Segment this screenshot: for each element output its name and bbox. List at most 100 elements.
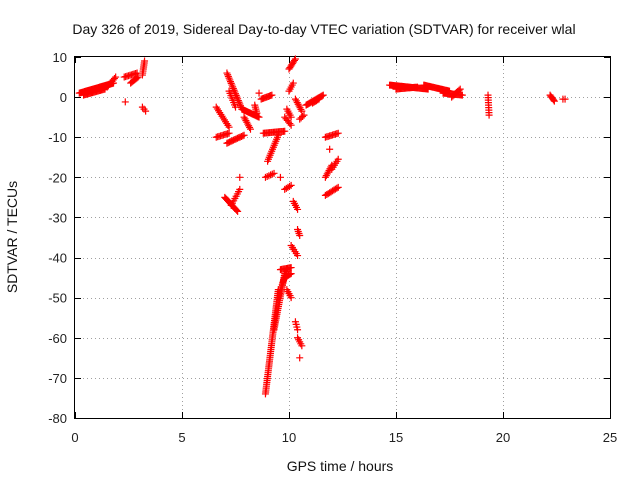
grid — [75, 57, 610, 418]
data-point — [294, 252, 302, 260]
data-point — [230, 86, 238, 94]
data-point — [265, 172, 273, 180]
data-point — [112, 73, 120, 81]
data-point — [225, 129, 233, 137]
data-point — [334, 183, 342, 191]
data-point — [234, 95, 242, 103]
data-point — [274, 131, 282, 139]
x-tick-label: 25 — [603, 430, 617, 445]
data-point — [133, 74, 141, 82]
data-points — [75, 55, 569, 398]
data-point — [300, 111, 308, 119]
data-point — [228, 81, 236, 89]
data-point — [294, 326, 302, 334]
y-tick-label: -50 — [48, 291, 67, 306]
data-point — [223, 69, 231, 77]
data-point — [232, 103, 239, 111]
data-point — [286, 182, 294, 190]
data-point — [268, 91, 276, 99]
data-point — [298, 107, 306, 115]
y-tick-label: 10 — [53, 50, 67, 65]
x-tick-label: 10 — [282, 430, 296, 445]
data-point — [291, 55, 299, 63]
data-point — [233, 206, 241, 214]
x-tick-label: 15 — [389, 430, 403, 445]
data-point — [253, 109, 261, 117]
data-point — [141, 57, 149, 65]
data-point — [287, 264, 295, 272]
data-point — [458, 91, 466, 99]
data-point — [287, 121, 295, 129]
y-tick-label: -80 — [48, 411, 67, 426]
data-point — [236, 102, 244, 110]
x-axis-title: GPS time / hours — [287, 458, 394, 474]
data-point — [283, 266, 291, 274]
data-point — [413, 83, 421, 91]
y-tick-label: -30 — [48, 210, 67, 225]
data-point — [270, 169, 278, 177]
data-point — [224, 71, 232, 79]
data-point — [234, 207, 242, 215]
x-tick-label: 5 — [178, 430, 185, 445]
data-point — [286, 120, 294, 128]
data-point — [289, 79, 297, 87]
data-point — [296, 354, 304, 362]
data-point — [255, 89, 263, 97]
data-point — [225, 123, 233, 131]
data-point — [333, 184, 341, 192]
data-point — [227, 79, 235, 87]
data-point — [455, 86, 463, 94]
data-point — [142, 107, 150, 115]
data-point — [550, 97, 558, 105]
data-point — [134, 73, 142, 81]
data-point — [227, 78, 235, 86]
data-point — [121, 98, 129, 106]
data-point — [299, 112, 307, 120]
y-tick-label: -20 — [48, 170, 67, 185]
data-point — [239, 132, 247, 140]
data-point — [246, 125, 254, 133]
data-point — [287, 294, 295, 302]
data-point — [456, 85, 464, 93]
data-point — [319, 91, 327, 99]
data-point — [276, 173, 284, 181]
data-point — [229, 83, 237, 91]
data-point — [236, 173, 244, 181]
chart-title: Day 326 of 2019, Sidereal Day-to-day VTE… — [72, 21, 575, 37]
data-point — [110, 74, 118, 82]
data-point — [236, 100, 244, 108]
data-point — [287, 113, 295, 121]
y-tick-label: -40 — [48, 251, 67, 266]
data-point — [294, 205, 302, 213]
data-point — [246, 123, 254, 131]
data-point — [334, 155, 342, 163]
data-point — [287, 181, 295, 189]
data-point — [263, 173, 271, 181]
data-point — [281, 127, 289, 135]
y-tick-label: -10 — [48, 130, 67, 145]
data-point — [261, 173, 269, 181]
y-tick-label: -70 — [48, 371, 67, 386]
axis-ticks: 0 5 10 15 20 25 10 0 -10 -20 -30 -40 -50 -60 -70 -80 — [48, 50, 617, 445]
data-point — [224, 72, 232, 80]
data-point — [229, 85, 237, 93]
data-point — [226, 76, 234, 84]
data-point — [296, 231, 304, 239]
data-point — [334, 129, 342, 137]
data-point — [291, 56, 299, 64]
data-point — [236, 185, 244, 193]
y-axis-title: SDTVAR / TECUs — [4, 181, 20, 293]
data-point — [255, 113, 263, 121]
plot-frame — [74, 56, 611, 419]
data-point — [225, 74, 233, 82]
data-point — [233, 93, 241, 101]
x-tick-label: 20 — [496, 430, 510, 445]
data-point — [485, 111, 493, 119]
y-tick-label: 0 — [60, 90, 67, 105]
x-tick-label: 0 — [71, 430, 78, 445]
data-point — [240, 131, 248, 139]
data-point — [561, 95, 569, 103]
data-point — [231, 88, 239, 96]
data-point — [326, 145, 334, 153]
